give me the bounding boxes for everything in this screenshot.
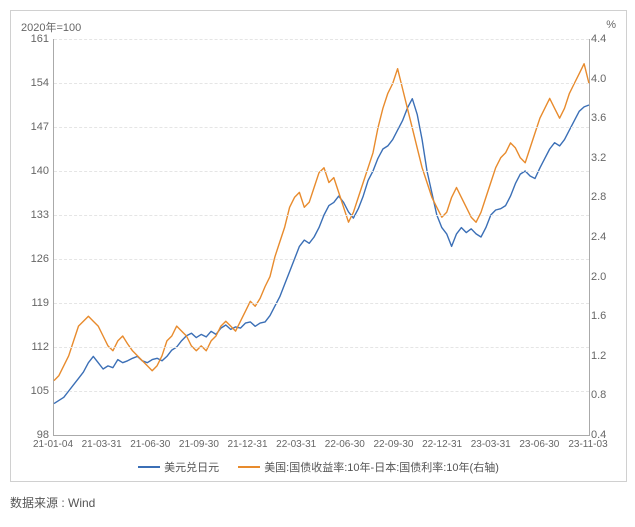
gridline — [54, 303, 589, 304]
gridline — [54, 391, 589, 392]
y-right-tick: 2.0 — [591, 271, 621, 283]
x-tick: 22-03-31 — [276, 439, 316, 450]
legend-item-0: 美元兑日元 — [138, 459, 219, 475]
gridline — [54, 127, 589, 128]
y-right-tick: 1.2 — [591, 350, 621, 362]
x-tick: 21-12-31 — [228, 439, 268, 450]
y-right-tick: 3.2 — [591, 152, 621, 164]
y-right-tick: 0.8 — [591, 389, 621, 401]
legend-label-0: 美元兑日元 — [164, 459, 219, 475]
x-tick: 21-01-04 — [33, 439, 73, 450]
series-usdjpy — [54, 99, 589, 404]
y-right-tick: 1.6 — [591, 310, 621, 322]
gridline — [54, 259, 589, 260]
legend: 美元兑日元 美国:国债收益率:10年-日本:国债利率:10年(右轴) — [11, 459, 626, 475]
x-tick: 21-03-31 — [82, 439, 122, 450]
x-tick: 23-06-30 — [519, 439, 559, 450]
data-source: 数据来源 : Wind — [10, 494, 625, 511]
y-left-tick: 161 — [15, 33, 49, 45]
gridline — [54, 215, 589, 216]
x-tick: 23-03-31 — [471, 439, 511, 450]
x-tick: 23-11-03 — [568, 439, 607, 450]
gridline — [54, 83, 589, 84]
x-tick: 22-09-30 — [373, 439, 413, 450]
source-value: Wind — [68, 496, 95, 510]
y-right-tick: 2.8 — [591, 191, 621, 203]
series-svg — [54, 39, 589, 435]
plot-area — [53, 39, 590, 436]
legend-item-1: 美国:国债收益率:10年-日本:国债利率:10年(右轴) — [238, 459, 499, 475]
legend-label-1: 美国:国债收益率:10年-日本:国债利率:10年(右轴) — [264, 459, 499, 475]
legend-swatch-0 — [138, 466, 160, 468]
x-tick: 21-09-30 — [179, 439, 219, 450]
gridline — [54, 39, 589, 40]
y-left-tick: 119 — [15, 297, 49, 309]
y-right-tick: 3.6 — [591, 112, 621, 124]
y-left-tick: 133 — [15, 209, 49, 221]
y-left-tick: 140 — [15, 165, 49, 177]
y-right-tick: 4.4 — [591, 33, 621, 45]
y-right-unit: % — [606, 19, 616, 31]
chart-container: 2020年=100 % 9810511211912613314014715416… — [10, 10, 627, 482]
y-left-tick: 126 — [15, 253, 49, 265]
y-right-tick: 4.0 — [591, 73, 621, 85]
gridline — [54, 347, 589, 348]
y-left-tick: 147 — [15, 121, 49, 133]
y-left-tick: 105 — [15, 385, 49, 397]
x-tick: 21-06-30 — [130, 439, 170, 450]
y-left-tick: 112 — [15, 341, 49, 353]
source-prefix: 数据来源 : — [10, 496, 68, 510]
x-tick: 22-12-31 — [422, 439, 462, 450]
y-left-tick: 154 — [15, 77, 49, 89]
gridline — [54, 171, 589, 172]
y-right-tick: 2.4 — [591, 231, 621, 243]
legend-swatch-1 — [238, 466, 260, 468]
x-tick: 22-06-30 — [325, 439, 365, 450]
